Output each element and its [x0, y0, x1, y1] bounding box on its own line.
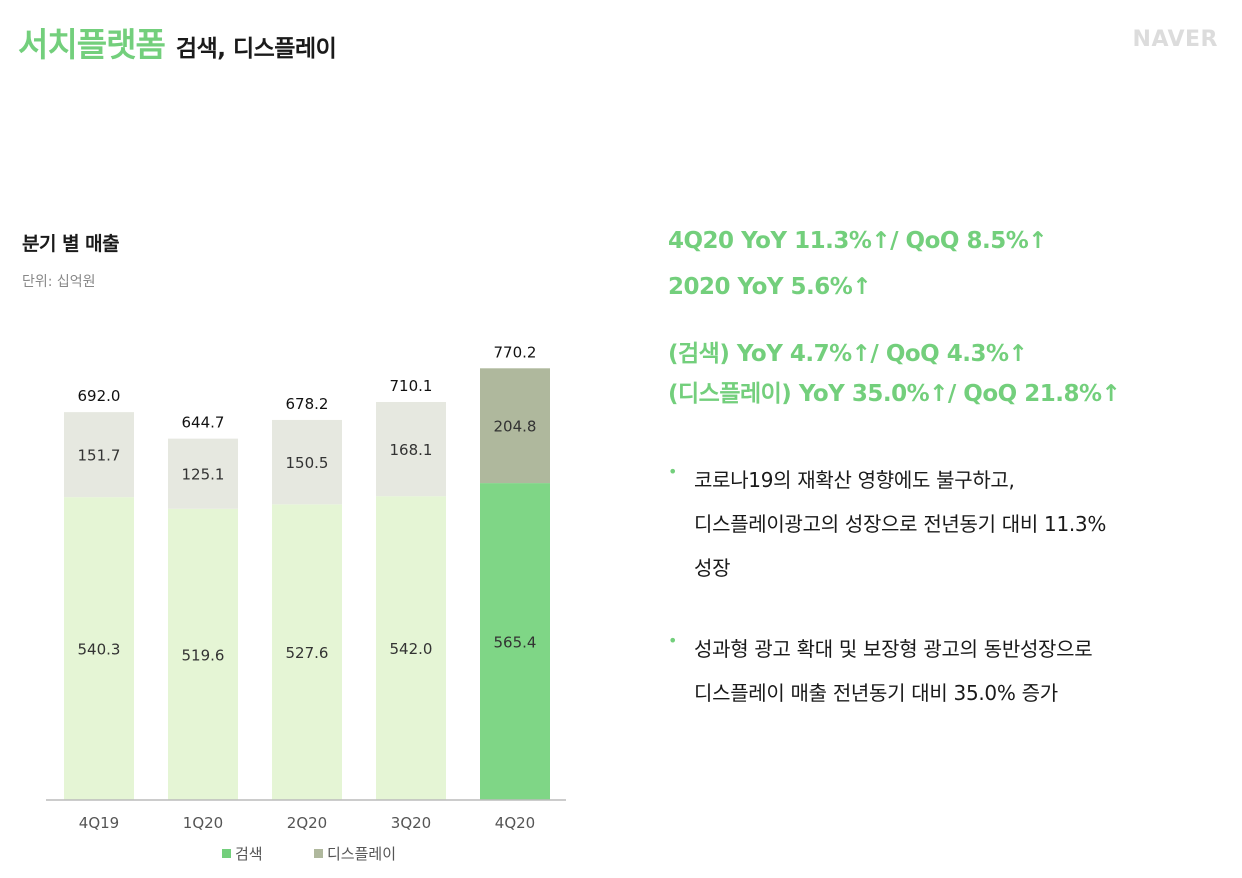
bar-search-4Q20 [480, 483, 550, 800]
tick-label-2Q20: 2Q20 [287, 814, 327, 832]
bullet-marker: • [668, 462, 678, 481]
label-search-1Q20: 519.6 [182, 646, 225, 664]
bullet-2-line-1: 성과형 광고 확대 및 보장형 광고의 동반성장으로 [694, 637, 1093, 661]
legend-label-0: 검색 [235, 845, 263, 863]
label-search-3Q20: 542.0 [390, 640, 433, 658]
label-display-4Q20: 204.8 [494, 418, 537, 436]
bullet-marker: • [668, 631, 678, 650]
bullet-item-1: • 코로나19의 재확산 영향에도 불구하고, 디스플레이광고의 성장으로 전년… [668, 458, 1208, 590]
bullet-1-line-3: 성장 [694, 556, 731, 580]
bar-display-3Q20 [376, 401, 446, 497]
bullet-2-line-2: 디스플레이 매출 전년동기 대비 35.0% 증가 [694, 681, 1058, 705]
chart-unit: 단위: 십억원 [22, 274, 96, 290]
highlight-line-3: (검색) YoY 4.7%↑/ QoQ 4.3%↑ [668, 341, 1028, 367]
label-total-2Q20: 678.2 [286, 395, 329, 413]
label-search-4Q19: 540.3 [78, 641, 121, 659]
legend-swatch-1 [314, 849, 323, 858]
highlight-line-1: 4Q20 YoY 11.3%↑/ QoQ 8.5%↑ [668, 228, 1048, 254]
title-main: 서치플랫폼 [18, 25, 166, 64]
page-title: 서치플랫폼 검색, 디스플레이 [18, 18, 337, 66]
bullet-1-line-1: 코로나19의 재확산 영향에도 불구하고, [694, 468, 1015, 492]
bullet-item-2: • 성과형 광고 확대 및 보장형 광고의 동반성장으로 디스플레이 매출 전년… [668, 627, 1208, 715]
label-search-2Q20: 527.6 [286, 644, 329, 662]
highlight-line-4: (디스플레이) YoY 35.0%↑/ QoQ 21.8%↑ [668, 381, 1121, 407]
label-display-4Q19: 151.7 [78, 447, 121, 465]
bullet-1-line-2: 디스플레이광고의 성장으로 전년동기 대비 11.3% [694, 512, 1107, 536]
tick-label-1Q20: 1Q20 [183, 814, 223, 832]
bar-display-4Q19 [64, 412, 134, 498]
bar-search-1Q20 [168, 508, 238, 800]
tick-label-3Q20: 3Q20 [391, 814, 431, 832]
label-search-4Q20: 565.4 [494, 634, 537, 652]
label-total-1Q20: 644.7 [182, 414, 225, 432]
tick-label-4Q20: 4Q20 [495, 814, 535, 832]
chart-title: 분기 별 매출 [22, 233, 120, 255]
naver-logo: NAVER [1132, 27, 1218, 52]
title-sub: 검색, 디스플레이 [175, 36, 337, 62]
label-display-3Q20: 168.1 [390, 441, 433, 459]
bar-display-4Q20 [480, 368, 550, 484]
bar-display-1Q20 [168, 438, 238, 509]
tick-label-4Q19: 4Q19 [79, 814, 119, 832]
label-total-4Q20: 770.2 [494, 343, 537, 361]
label-total-3Q20: 710.1 [390, 377, 433, 395]
highlight-line-2: 2020 YoY 5.6%↑ [668, 274, 872, 300]
bar-search-4Q19 [64, 497, 134, 800]
label-display-1Q20: 125.1 [182, 466, 225, 484]
label-display-2Q20: 150.5 [286, 454, 329, 472]
bar-search-2Q20 [272, 504, 342, 800]
bar-display-2Q20 [272, 419, 342, 505]
bar-search-3Q20 [376, 496, 446, 800]
revenue-stacked-bar-chart: 540.3 151.7 692.0 4Q19 519.6 125.1 644.7 1Q20 52… [46, 343, 566, 863]
legend-swatch-0 [222, 849, 231, 858]
legend-label-1: 디스플레이 [327, 845, 396, 863]
label-total-4Q19: 692.0 [78, 387, 121, 405]
